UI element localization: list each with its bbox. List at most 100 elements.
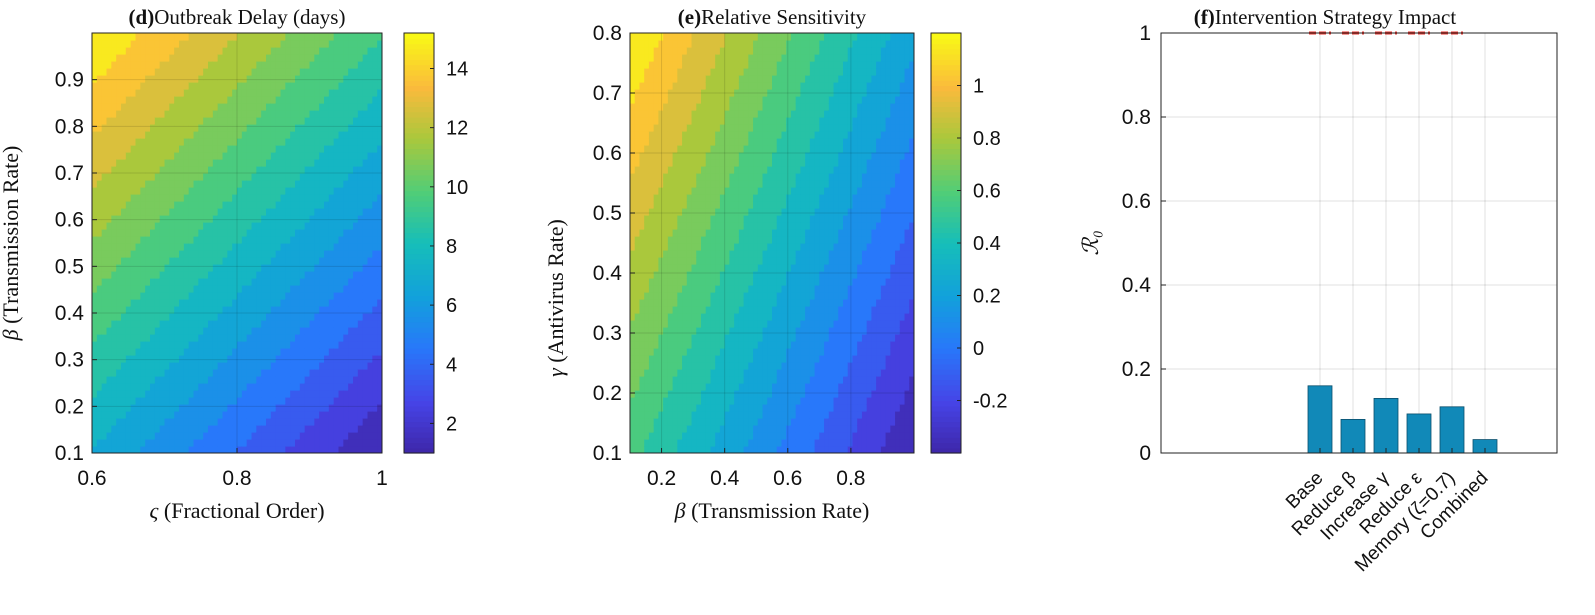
heatmap-cell [198, 264, 204, 272]
heatmap-cell [222, 96, 228, 104]
heatmap-cell [270, 348, 277, 356]
heatmap-cell [96, 250, 103, 258]
heatmap-cell [150, 68, 156, 76]
heatmap-cell [663, 145, 669, 153]
heatmap-cell [362, 236, 369, 244]
heatmap-cell [290, 418, 296, 426]
heatmap-cell [372, 215, 378, 223]
heatmap-cell [96, 173, 103, 181]
heatmap-cell [362, 194, 369, 202]
heatmap-cell [164, 271, 170, 279]
heatmap-cell [246, 40, 253, 48]
heatmap-cell [256, 299, 262, 307]
heatmap-cell [227, 362, 233, 370]
heatmap-cell [275, 68, 282, 76]
heatmap-cell [96, 313, 103, 321]
heatmap-cell [208, 418, 214, 426]
heatmap-cell [362, 327, 369, 335]
heatmap-cell [299, 320, 306, 328]
heatmap-cell [299, 397, 306, 405]
heatmap-cell [92, 201, 98, 209]
heatmap-cell [367, 152, 373, 160]
heatmap-cell [648, 173, 655, 181]
heatmap-cell [270, 180, 277, 188]
heatmap-cell [357, 313, 364, 321]
heatmap-cell [232, 159, 238, 167]
heatmap-cell [203, 299, 209, 307]
heatmap-cell [295, 278, 301, 286]
heatmap-cell [719, 362, 726, 370]
heatmap-cell [266, 124, 272, 132]
heatmap-cell [159, 68, 166, 76]
heatmap-cell [343, 61, 349, 69]
heatmap-cell [275, 278, 282, 286]
heatmap-cell [116, 138, 122, 146]
heatmap-cell [701, 299, 707, 307]
heatmap-cell [217, 404, 224, 412]
heatmap-cell [270, 201, 277, 209]
heatmap-cell [169, 355, 175, 363]
heatmap-cell [217, 117, 224, 125]
heatmap-cell [130, 236, 137, 244]
heatmap-cell [719, 320, 726, 328]
heatmap-cell [639, 194, 645, 202]
heatmap-cell [696, 208, 702, 216]
heatmap-cell [266, 348, 272, 356]
heatmap-cell [92, 222, 98, 230]
heatmap-cell [648, 348, 655, 356]
heatmap-cell [106, 257, 112, 265]
heatmap-cell [290, 411, 296, 419]
heatmap-cell [309, 194, 315, 202]
heatmap-cell [648, 250, 655, 258]
heatmap-cell [193, 271, 199, 279]
heatmap-cell [145, 68, 151, 76]
heatmap-cell [106, 124, 112, 132]
heatmap-cell [648, 61, 655, 69]
heatmap-cell [658, 215, 664, 223]
heatmap-cell [677, 222, 683, 230]
heatmap-cell [145, 180, 151, 188]
heatmap-cell [314, 40, 320, 48]
heatmap-cell [686, 320, 693, 328]
heatmap-cell [362, 47, 369, 55]
heatmap-cell [314, 68, 320, 76]
heatmap-cell [188, 103, 195, 111]
heatmap-cell [710, 348, 716, 356]
heatmap-cell [663, 103, 669, 111]
heatmap-cell [96, 292, 103, 300]
heatmap-cell [658, 222, 664, 230]
heatmap-cell [232, 348, 238, 356]
heatmap-cell [183, 313, 190, 321]
heatmap-cell [696, 215, 702, 223]
heatmap-cell [333, 439, 340, 447]
heatmap-cell [639, 222, 645, 230]
heatmap-cell [280, 222, 286, 230]
heatmap-cell [275, 257, 282, 265]
heatmap-cell [353, 110, 359, 118]
heatmap-cell [295, 110, 301, 118]
heatmap-cell [324, 355, 330, 363]
heatmap-cell [174, 215, 180, 223]
heatmap-cell [710, 194, 716, 202]
heatmap-cell [343, 173, 349, 181]
heatmap-cell [309, 243, 315, 251]
heatmap-cell [150, 250, 156, 258]
heatmap-cell [343, 243, 349, 251]
heatmap-cell [217, 341, 224, 349]
heatmap-cell [164, 446, 170, 453]
heatmap-cell [295, 446, 301, 453]
heatmap-cell [357, 229, 364, 237]
heatmap-cell [179, 411, 185, 419]
heatmap-cell [295, 341, 301, 349]
heatmap-cell [672, 306, 678, 314]
heatmap-cell [251, 390, 257, 398]
heatmap-cell [280, 278, 286, 286]
heatmap-cell [372, 61, 378, 69]
heatmap-cell [648, 124, 655, 132]
heatmap-cell [682, 418, 688, 426]
heatmap-cell [285, 404, 291, 412]
heatmap-cell [183, 425, 190, 433]
heatmap-cell [159, 383, 166, 391]
heatmap-cell [237, 201, 243, 209]
heatmap-cell [710, 61, 716, 69]
